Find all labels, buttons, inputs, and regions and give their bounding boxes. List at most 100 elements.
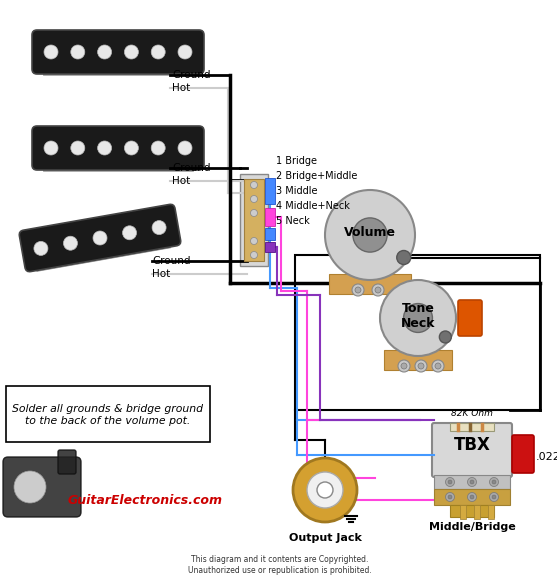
Text: 5 Neck: 5 Neck: [276, 216, 310, 226]
Bar: [265, 178, 275, 204]
FancyBboxPatch shape: [58, 450, 76, 474]
Circle shape: [71, 141, 85, 155]
Bar: [384, 350, 452, 370]
FancyBboxPatch shape: [32, 126, 204, 170]
Circle shape: [97, 45, 111, 59]
Circle shape: [251, 237, 257, 244]
Circle shape: [448, 495, 452, 499]
Circle shape: [93, 231, 107, 245]
Bar: [240, 174, 268, 266]
Circle shape: [404, 304, 432, 332]
Circle shape: [372, 284, 384, 296]
Bar: [434, 475, 510, 489]
Bar: [43, 65, 193, 75]
Circle shape: [446, 492, 455, 502]
Bar: [488, 505, 494, 519]
Circle shape: [293, 458, 357, 522]
Text: 1 Bridge: 1 Bridge: [276, 156, 317, 166]
Circle shape: [44, 45, 58, 59]
Bar: [295, 255, 540, 410]
Circle shape: [446, 477, 455, 487]
Text: Hot: Hot: [152, 269, 170, 279]
Circle shape: [467, 477, 476, 487]
Circle shape: [492, 495, 496, 499]
Circle shape: [14, 471, 46, 503]
Circle shape: [151, 141, 165, 155]
Bar: [265, 228, 275, 240]
Circle shape: [44, 141, 58, 155]
Circle shape: [71, 45, 85, 59]
Text: Tone
Neck: Tone Neck: [400, 302, 435, 330]
Bar: [474, 505, 480, 519]
Circle shape: [397, 250, 411, 264]
Circle shape: [251, 210, 257, 217]
Text: TBX: TBX: [453, 436, 490, 454]
Circle shape: [251, 196, 257, 203]
FancyBboxPatch shape: [512, 435, 534, 473]
Bar: [450, 423, 494, 431]
Bar: [460, 505, 466, 519]
Circle shape: [151, 45, 165, 59]
Bar: [244, 179, 264, 261]
Text: 2 Bridge+Middle: 2 Bridge+Middle: [276, 171, 358, 181]
Bar: [450, 505, 494, 517]
Text: 82K Ohm: 82K Ohm: [451, 409, 493, 417]
FancyBboxPatch shape: [19, 204, 180, 272]
Circle shape: [353, 218, 387, 252]
Circle shape: [34, 242, 48, 255]
Circle shape: [251, 251, 257, 258]
Circle shape: [178, 45, 192, 59]
Circle shape: [124, 141, 138, 155]
Circle shape: [178, 141, 192, 155]
Circle shape: [352, 284, 364, 296]
Circle shape: [97, 141, 111, 155]
Text: This diagram and it contents are Copyrighted.
Unauthorized use or republication : This diagram and it contents are Copyrig…: [188, 555, 372, 574]
Text: 3 Middle: 3 Middle: [276, 186, 317, 196]
Text: Hot: Hot: [172, 176, 190, 186]
Circle shape: [432, 360, 444, 372]
Circle shape: [401, 363, 407, 369]
FancyBboxPatch shape: [458, 300, 482, 336]
Circle shape: [325, 190, 415, 280]
Text: Volume: Volume: [344, 226, 396, 240]
Circle shape: [251, 182, 257, 189]
Text: 4 Middle+Neck: 4 Middle+Neck: [276, 201, 350, 211]
Text: Ground: Ground: [172, 163, 211, 173]
Circle shape: [490, 492, 499, 502]
Circle shape: [124, 45, 138, 59]
Text: Hot: Hot: [172, 83, 190, 93]
Circle shape: [307, 472, 343, 508]
Text: Output Jack: Output Jack: [289, 533, 361, 543]
FancyBboxPatch shape: [432, 423, 512, 477]
Circle shape: [63, 236, 77, 250]
Circle shape: [380, 280, 456, 356]
Bar: [35, 238, 171, 271]
Circle shape: [467, 492, 476, 502]
Text: Ground: Ground: [152, 256, 190, 266]
Circle shape: [492, 480, 496, 484]
Circle shape: [375, 287, 381, 293]
Text: GuitarElectronics.com: GuitarElectronics.com: [68, 494, 223, 506]
Bar: [329, 274, 411, 294]
Circle shape: [448, 480, 452, 484]
Circle shape: [435, 363, 441, 369]
Bar: [43, 161, 193, 171]
Circle shape: [398, 360, 410, 372]
Circle shape: [439, 331, 451, 343]
Text: Middle/Bridge: Middle/Bridge: [429, 522, 515, 532]
Circle shape: [317, 482, 333, 498]
Circle shape: [470, 495, 474, 499]
Text: Solder all grounds & bridge ground
to the back of the volume pot.: Solder all grounds & bridge ground to th…: [12, 404, 203, 426]
Bar: [434, 489, 510, 505]
Bar: [265, 242, 275, 252]
Circle shape: [415, 360, 427, 372]
Circle shape: [418, 363, 424, 369]
Circle shape: [152, 221, 166, 235]
Circle shape: [123, 226, 136, 240]
Bar: [265, 208, 275, 226]
Circle shape: [470, 480, 474, 484]
Circle shape: [355, 287, 361, 293]
Circle shape: [490, 477, 499, 487]
FancyBboxPatch shape: [6, 386, 210, 442]
FancyBboxPatch shape: [32, 30, 204, 74]
